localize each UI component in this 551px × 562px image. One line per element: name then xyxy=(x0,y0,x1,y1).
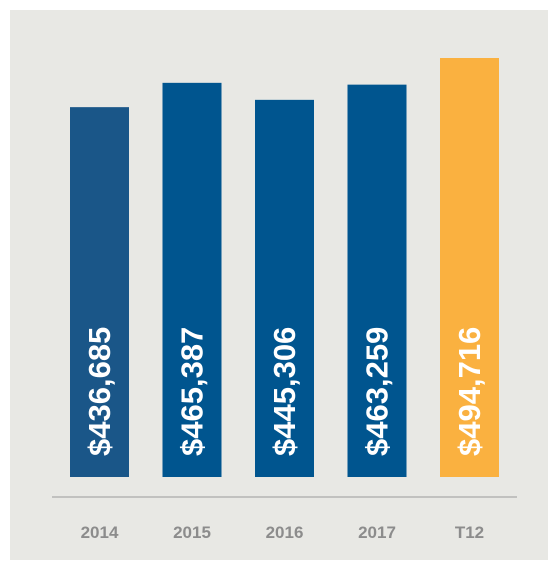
bar xyxy=(255,99,314,477)
x-tick-label: 2014 xyxy=(81,523,119,542)
value-label: $445,306 xyxy=(267,327,302,456)
value-label: $494,716 xyxy=(452,327,487,456)
x-tick-label: 2017 xyxy=(358,523,396,542)
bar xyxy=(440,58,499,477)
bar xyxy=(347,84,407,478)
bar xyxy=(70,107,129,478)
value-label: $436,685 xyxy=(82,327,117,456)
x-tick-label: 2015 xyxy=(173,523,211,542)
value-label: $465,387 xyxy=(175,327,210,456)
bar xyxy=(162,82,222,477)
x-tick-label: T12 xyxy=(455,523,484,542)
value-label: $463,259 xyxy=(360,327,395,456)
x-tick-label: 2016 xyxy=(266,523,304,542)
